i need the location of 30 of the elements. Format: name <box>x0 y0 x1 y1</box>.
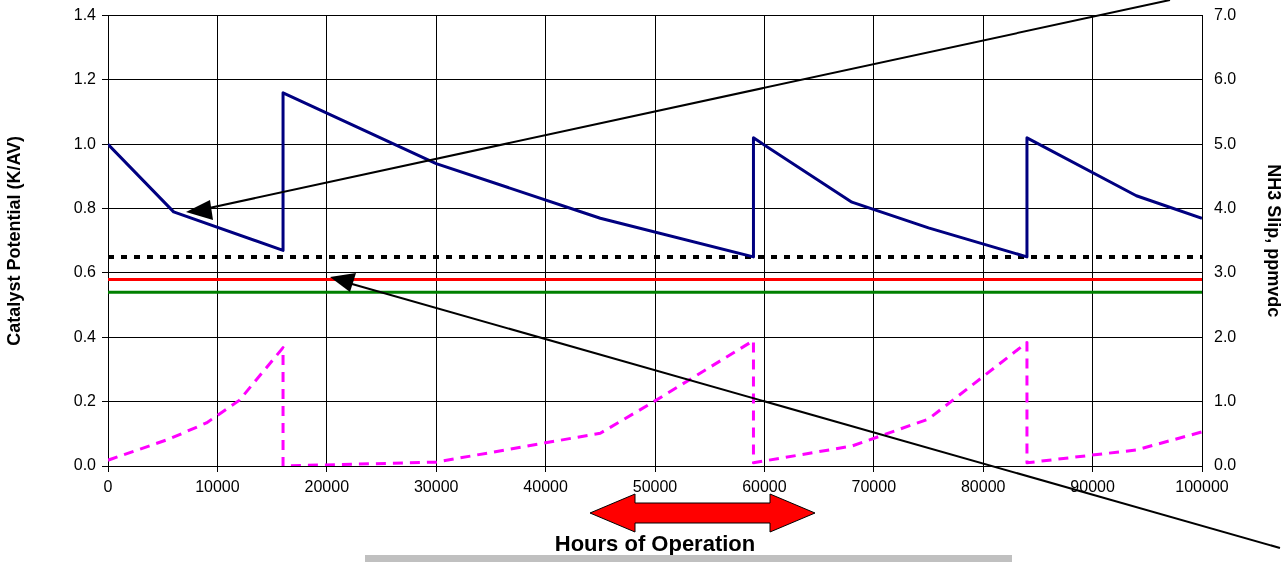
y-tick-label: 0.0 <box>73 456 97 474</box>
x-tick-label: 60000 <box>742 478 787 496</box>
y-tick-label: 1.4 <box>73 6 97 24</box>
y2-tick-label: 2.0 <box>1214 327 1237 345</box>
x-tick-label: 10000 <box>195 478 240 496</box>
y2-tick-label: 0.0 <box>1214 456 1237 474</box>
y-tick-label: 0.8 <box>73 199 97 217</box>
y2-tick-label: 6.0 <box>1214 70 1237 88</box>
x-tick-label: 100000 <box>1175 478 1229 496</box>
y-tick-label: 1.0 <box>73 134 97 152</box>
x-axis-title: Hours of Operation <box>554 530 756 556</box>
x-tick-label: 80000 <box>960 478 1006 496</box>
x-tick-label: 40000 <box>523 478 568 496</box>
y2-tick-label: 7.0 <box>1214 6 1237 24</box>
y2-tick-label: 1.0 <box>1214 392 1237 410</box>
x-tick-label: 70000 <box>851 478 897 496</box>
y-tick-label: 0.2 <box>73 392 97 410</box>
y-tick-label: 1.2 <box>73 70 97 88</box>
y2-tick-label: 4.0 <box>1214 199 1237 217</box>
x-tick-label: 0 <box>103 478 113 496</box>
x-tick-label: 30000 <box>413 478 459 496</box>
y2-tick-label: 3.0 <box>1214 263 1237 281</box>
x-tick-label: 50000 <box>632 478 678 496</box>
y-tick-label: 0.4 <box>73 327 97 345</box>
x-tick-label: 20000 <box>304 478 350 496</box>
y-tick-label: 0.6 <box>73 263 97 281</box>
y-axis-title: Catalyst Potential (K/AV) <box>3 135 24 346</box>
y2-axis-title: NH3 Slip, ppmvdc <box>1264 164 1285 318</box>
x-tick-label: 90000 <box>1070 478 1115 496</box>
y2-tick-label: 5.0 <box>1214 134 1237 152</box>
